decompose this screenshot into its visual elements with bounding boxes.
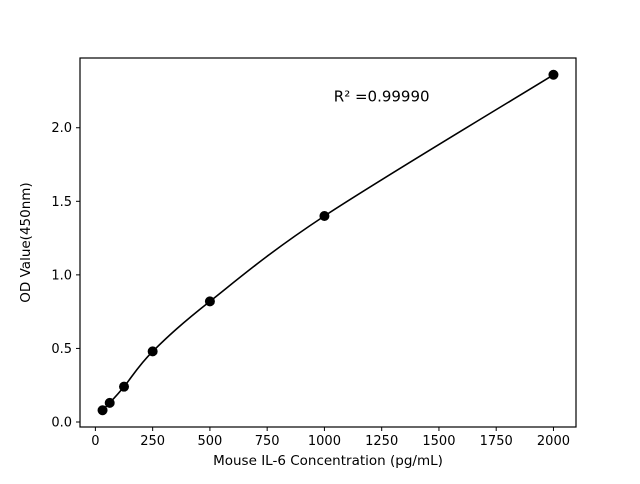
y-tick-label: 0.5 xyxy=(51,342,72,357)
data-point-marker xyxy=(319,211,330,222)
y-axis-label: OD Value(450nm) xyxy=(18,182,34,302)
x-tick-label: 500 xyxy=(197,434,222,449)
data-point-marker xyxy=(104,397,115,408)
x-axis-label: Mouse IL-6 Concentration (pg/mL) xyxy=(213,453,443,469)
x-tick-label: 0 xyxy=(91,434,99,449)
x-tick-label: 1250 xyxy=(365,434,398,449)
x-tick-label: 250 xyxy=(140,434,165,449)
y-tick-label: 1.0 xyxy=(51,268,72,283)
x-tick-label: 750 xyxy=(255,434,280,449)
y-tick-label: 0.0 xyxy=(51,415,72,430)
r-squared-annotation: R² =0.99990 xyxy=(334,87,430,105)
plot-frame xyxy=(79,57,577,428)
data-point-marker xyxy=(97,405,108,416)
x-tick-label: 1000 xyxy=(308,434,341,449)
x-tick-label: 1500 xyxy=(422,434,455,449)
x-tick-label: 1750 xyxy=(480,434,513,449)
y-tick-label: 1.5 xyxy=(51,195,72,210)
y-tick-label: 2.0 xyxy=(51,121,72,136)
data-point-marker xyxy=(548,69,559,80)
x-tick-label: 2000 xyxy=(537,434,570,449)
data-point-marker xyxy=(204,296,215,307)
data-point-marker xyxy=(147,346,158,357)
data-point-marker xyxy=(119,381,130,392)
